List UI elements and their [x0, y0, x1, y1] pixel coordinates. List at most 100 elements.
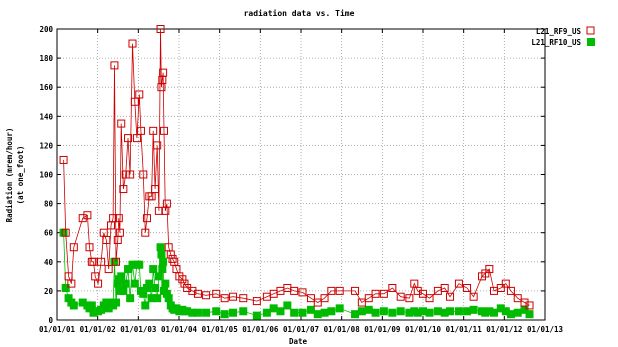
data-point [405, 294, 414, 303]
y-tick-label: 60 [44, 229, 54, 238]
data-point [239, 294, 248, 303]
data-point [142, 283, 151, 292]
data-point [161, 279, 170, 288]
y-tick-label: 0 [48, 316, 53, 325]
data-point [145, 279, 154, 288]
data-point [220, 310, 229, 319]
x-tick-label: 01/01/08 [324, 325, 361, 334]
data-point [156, 243, 165, 252]
data-point [139, 170, 148, 179]
data-point [418, 307, 427, 316]
data-point [357, 307, 366, 316]
x-tick-label: 01/01/13 [527, 325, 564, 334]
data-point [121, 279, 130, 288]
data-point [126, 170, 135, 179]
legend-label: L21_RF9_US [536, 27, 582, 36]
data-point [327, 307, 336, 316]
data-point [313, 310, 322, 319]
data-point [469, 305, 478, 314]
data-point [335, 304, 344, 313]
data-point [357, 298, 366, 307]
data-point [59, 155, 68, 164]
x-tick-label: 01/01/03 [120, 325, 157, 334]
data-point [117, 272, 126, 281]
data-point [141, 301, 150, 310]
data-point [388, 283, 397, 292]
data-point [212, 289, 221, 298]
data-point [364, 294, 373, 303]
data-point [252, 297, 261, 306]
data-point [520, 305, 529, 314]
data-point [168, 254, 177, 263]
data-point [469, 292, 478, 301]
data-point [525, 301, 534, 310]
data-point [320, 294, 329, 303]
data-point [276, 307, 285, 316]
data-point [327, 286, 336, 295]
data-point [485, 307, 494, 316]
data-point [97, 305, 106, 314]
data-point [126, 294, 135, 303]
data-point [371, 308, 380, 317]
data-point [135, 260, 144, 269]
data-point [252, 311, 261, 320]
data-point [158, 265, 167, 274]
data-point [490, 308, 499, 317]
data-point [124, 265, 133, 274]
data-point [269, 304, 278, 313]
x-tick-label: 01/01/05 [202, 325, 238, 334]
data-point [97, 257, 106, 266]
data-point [67, 279, 76, 288]
data-point [351, 310, 360, 319]
data-point [149, 126, 158, 135]
data-point [525, 310, 534, 319]
x-tick-label: 01/01/02 [80, 325, 116, 334]
x-tick-label: 01/01/12 [486, 325, 522, 334]
data-point [112, 298, 121, 307]
data-point [156, 25, 165, 33]
data-point [298, 288, 307, 297]
data-point [463, 283, 472, 292]
data-point [440, 283, 449, 292]
x-tick-label: 01/01/04 [161, 325, 198, 334]
data-point [229, 308, 238, 317]
data-point [142, 214, 151, 223]
data-point [371, 289, 380, 298]
data-point [119, 286, 128, 295]
data-point [290, 286, 299, 295]
data-point [136, 126, 145, 135]
data-point [446, 292, 455, 301]
data-point [388, 308, 397, 317]
x-axis-label: Date [289, 337, 308, 346]
data-point [463, 307, 472, 316]
data-point [418, 289, 427, 298]
data-point [351, 286, 360, 295]
data-point [506, 286, 515, 295]
data-point [320, 308, 329, 317]
data-point [151, 283, 160, 292]
data-point [379, 307, 388, 316]
data-point [114, 214, 123, 223]
data-point [313, 298, 322, 307]
data-point [501, 307, 510, 316]
data-point [132, 134, 141, 143]
legend-marker [586, 26, 595, 35]
data-point [454, 307, 463, 316]
y-axis-sublabel: (at one_foot) [16, 146, 25, 205]
y-tick-label: 160 [39, 83, 53, 92]
series-layer [59, 25, 534, 320]
data-point [151, 185, 160, 194]
data-point [149, 265, 158, 274]
data-point [112, 257, 121, 266]
data-point [115, 228, 124, 237]
data-point [130, 279, 139, 288]
legend: L21_RF9_US L21_RF10_US [531, 26, 595, 47]
data-point [104, 265, 113, 274]
data-point [119, 185, 128, 194]
data-point [128, 260, 137, 269]
y-tick-label: 20 [44, 287, 54, 296]
data-point [85, 243, 94, 252]
legend-marker [587, 38, 595, 46]
data-point [180, 279, 189, 288]
